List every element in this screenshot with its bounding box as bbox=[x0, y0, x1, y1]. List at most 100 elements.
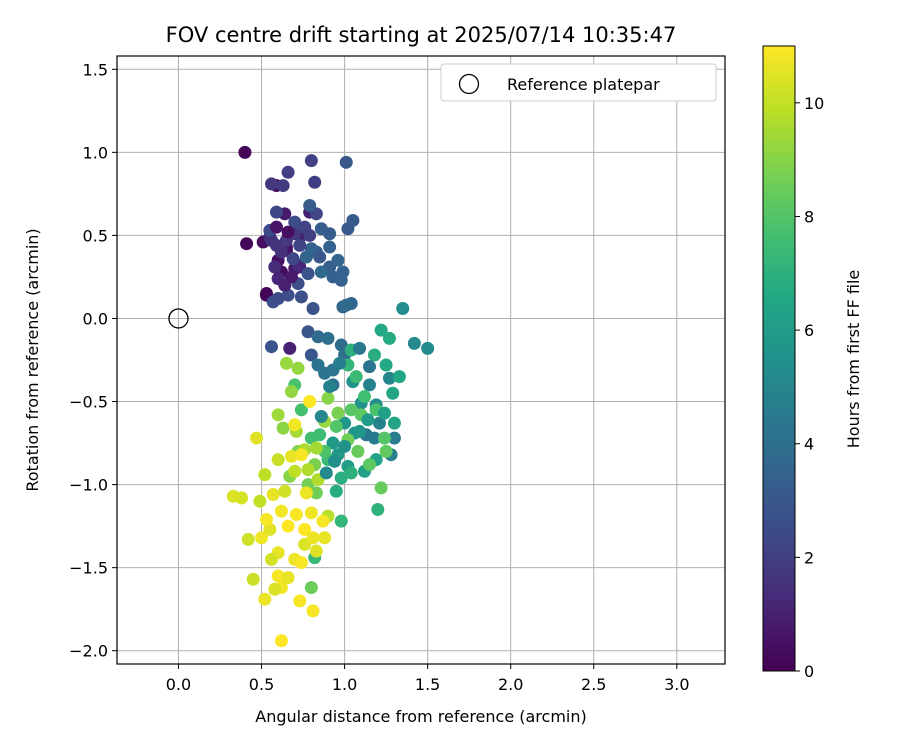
data-point bbox=[316, 514, 330, 528]
grid-lines bbox=[117, 56, 725, 664]
data-point bbox=[266, 295, 280, 309]
data-point bbox=[291, 361, 305, 375]
y-tick-label: −2.0 bbox=[69, 642, 108, 661]
data-point bbox=[361, 413, 375, 427]
data-point bbox=[299, 486, 313, 500]
data-point bbox=[304, 581, 318, 595]
data-point bbox=[372, 416, 386, 430]
data-point bbox=[263, 522, 277, 536]
data-point bbox=[306, 604, 320, 618]
data-point bbox=[386, 386, 400, 400]
colorbar: 0 2 4 6 8 10 Hours from first FF file bbox=[762, 45, 863, 681]
x-tick-label: 1.0 bbox=[332, 675, 357, 694]
data-point bbox=[293, 594, 307, 608]
data-point bbox=[281, 519, 295, 533]
data-point bbox=[260, 512, 274, 526]
data-point bbox=[274, 634, 288, 648]
data-point bbox=[314, 409, 328, 423]
x-axis-ticks: 0.0 0.5 1.0 1.5 2.0 2.5 3.0 bbox=[166, 664, 690, 694]
data-point bbox=[344, 466, 358, 480]
data-point bbox=[321, 331, 335, 345]
colorbar-tick-label: 8 bbox=[804, 207, 814, 226]
data-point bbox=[286, 252, 300, 266]
data-point bbox=[326, 436, 340, 450]
data-point bbox=[304, 348, 318, 362]
data-point bbox=[298, 522, 312, 536]
data-point bbox=[407, 336, 421, 350]
data-point bbox=[288, 464, 302, 478]
data-point bbox=[353, 424, 367, 438]
data-point bbox=[341, 222, 355, 236]
x-tick-label: 2.0 bbox=[498, 675, 523, 694]
data-point bbox=[294, 448, 308, 462]
data-point bbox=[363, 378, 377, 392]
data-point bbox=[351, 444, 365, 458]
data-point bbox=[309, 486, 323, 500]
data-point bbox=[311, 358, 325, 372]
y-axis-label: Rotation from reference (arcmin) bbox=[23, 228, 42, 491]
data-point bbox=[264, 340, 278, 354]
data-point bbox=[421, 341, 435, 355]
legend-box bbox=[440, 63, 717, 102]
data-point bbox=[288, 418, 302, 432]
y-tick-label: 0.0 bbox=[83, 309, 108, 328]
data-point bbox=[304, 431, 318, 445]
data-point bbox=[323, 380, 337, 394]
data-point bbox=[268, 582, 282, 596]
data-point bbox=[240, 237, 254, 251]
data-point bbox=[271, 408, 285, 422]
legend-marker-icon bbox=[458, 73, 480, 95]
data-point bbox=[323, 240, 337, 254]
x-tick-label: 0.0 bbox=[166, 675, 191, 694]
data-point bbox=[367, 348, 381, 362]
reference-point bbox=[168, 308, 189, 329]
data-point bbox=[392, 370, 406, 384]
data-point bbox=[387, 416, 401, 430]
data-point bbox=[377, 406, 391, 420]
y-tick-label: −1.5 bbox=[69, 559, 108, 578]
data-point bbox=[293, 238, 307, 252]
data-point bbox=[284, 449, 298, 463]
y-tick-label: −1.0 bbox=[69, 476, 108, 495]
data-point bbox=[258, 592, 272, 606]
data-point bbox=[382, 371, 396, 385]
data-point bbox=[241, 532, 255, 546]
data-point bbox=[250, 431, 264, 445]
data-point bbox=[294, 556, 308, 570]
data-point bbox=[311, 330, 325, 344]
data-point bbox=[338, 439, 352, 453]
data-point bbox=[331, 253, 345, 267]
data-point bbox=[374, 481, 388, 495]
x-tick-label: 3.0 bbox=[664, 675, 689, 694]
data-point bbox=[269, 220, 283, 234]
data-point bbox=[329, 484, 343, 498]
data-point bbox=[367, 431, 381, 445]
y-tick-label: 0.5 bbox=[83, 226, 108, 245]
data-point bbox=[371, 503, 385, 517]
data-point bbox=[289, 507, 303, 521]
colorbar-tick-label: 0 bbox=[804, 662, 814, 681]
data-point bbox=[333, 356, 347, 370]
data-point bbox=[246, 572, 260, 586]
plot-frame bbox=[116, 55, 726, 665]
data-point bbox=[274, 504, 288, 518]
data-point bbox=[331, 406, 345, 420]
data-point bbox=[309, 441, 323, 455]
data-point bbox=[284, 385, 298, 399]
data-point bbox=[258, 468, 272, 482]
data-point bbox=[301, 267, 315, 281]
data-point bbox=[304, 506, 318, 520]
data-point bbox=[339, 155, 353, 169]
data-point bbox=[339, 298, 353, 312]
x-tick-label: 1.5 bbox=[415, 675, 440, 694]
data-point bbox=[344, 403, 358, 417]
colorbar-label: Hours from first FF file bbox=[844, 270, 863, 449]
y-axis-ticks: 1.5 1.0 0.5 0.0 −0.5 −1.0 −1.5 −2.0 bbox=[69, 60, 117, 661]
data-point bbox=[334, 514, 348, 528]
colorbar-tick-label: 4 bbox=[804, 435, 814, 454]
data-point bbox=[321, 391, 335, 405]
data-point bbox=[353, 341, 367, 355]
scatter-points bbox=[226, 145, 435, 648]
data-point bbox=[281, 165, 295, 179]
data-point bbox=[226, 489, 240, 503]
